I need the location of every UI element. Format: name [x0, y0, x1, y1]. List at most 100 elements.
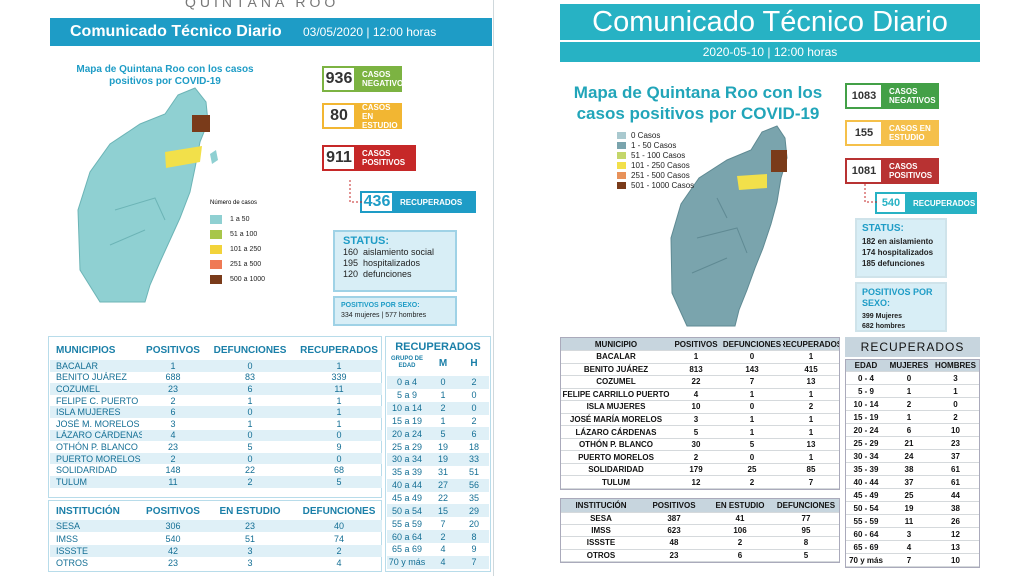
table-cell: 1 — [932, 385, 979, 398]
table-cell: 0 — [721, 401, 783, 414]
stat-box: 155 CASOS EN ESTUDIO — [845, 120, 939, 146]
table-cell: 13 — [783, 376, 839, 389]
table-cell: 35 - 39 — [846, 463, 886, 476]
table-header-cell: INSTITUCIÓN — [56, 505, 120, 517]
table-cell: 148 — [165, 465, 181, 476]
table: MUNICIPIOS POSITIVOS DEFUNCIONES RECUPERADO… — [50, 340, 382, 488]
table-cell: 25 — [721, 464, 783, 477]
right-report: Comunicado Técnico Diario 2020-05-10 | 1… — [555, 0, 990, 576]
legend-swatch — [210, 260, 222, 269]
table-header-cell: EN ESTUDIO — [219, 505, 281, 517]
table-cell: 0 — [886, 372, 932, 385]
table-header-cell: DEFUNCIONES — [302, 505, 376, 517]
table-cell: 1 — [440, 390, 446, 401]
sex-text: 334 mujeres | 577 hombres — [341, 312, 427, 319]
legend-label: 0 Casos — [631, 130, 661, 140]
sex-item: 399 Mujeres — [862, 313, 903, 320]
table-cell: 11 — [142, 475, 204, 488]
table-cell: 2 — [427, 401, 459, 415]
stat-value: 1081 — [845, 158, 883, 184]
table-cell: 15 — [427, 504, 459, 518]
table-cell: 4 — [142, 429, 204, 442]
legend-item: 51 a 100 — [210, 227, 290, 242]
table-cell: 23 — [167, 441, 178, 452]
table-cell: 70 y más — [387, 555, 427, 569]
header-title: Comunicado Técnico Diario — [70, 23, 282, 40]
table-header-cell: POSITIVOS — [146, 505, 200, 517]
table-cell: 0 — [204, 360, 296, 372]
table-cell: 4 — [886, 541, 932, 554]
table-cell: 30 a 34 — [387, 453, 427, 466]
stat-label: CASOS POSITIVOS — [356, 145, 416, 171]
table-cell: 4 — [427, 555, 459, 569]
stat-value: 1083 — [845, 83, 883, 109]
table-cell: 6 — [142, 406, 204, 418]
table-cell: 3 — [170, 418, 176, 429]
table-cell: 29 — [459, 504, 489, 518]
table-cell: 4 — [440, 544, 446, 555]
table-cell: 0 — [204, 429, 296, 442]
table-cell: ISLA MUJERES — [561, 401, 671, 414]
legend-swatch — [617, 131, 626, 139]
table-cell: COZUMEL — [50, 383, 142, 395]
table-cell: 19 — [886, 502, 932, 515]
table-cell: 55 a 59 — [391, 518, 423, 529]
table-cell: 74 — [333, 533, 344, 544]
status-item: 185 defunciones — [862, 259, 925, 268]
table-cell: 12 — [932, 528, 979, 541]
table-cell: 2 — [459, 376, 489, 389]
table-cell: 5 a 9 — [396, 390, 418, 401]
table-cell: ISSSTE — [50, 544, 142, 558]
table-cell: 0 — [204, 406, 296, 418]
table-cell: 688 — [165, 372, 181, 383]
table-cell: 540 — [165, 533, 181, 544]
table-header-cell: DEFUNCIONES — [721, 338, 783, 351]
table-cell: 0 — [932, 398, 979, 411]
table-cell: 5 — [671, 426, 721, 439]
stat-label: CASOS POSITIVOS — [883, 158, 939, 184]
legend-item: 501 - 1000 Casos — [617, 180, 717, 190]
table-cell: 30 — [671, 439, 721, 452]
map-title: Mapa de Quintana Roo con los casos posit… — [76, 64, 254, 87]
table-cell: 339 — [331, 372, 347, 383]
table-cell: 2 — [296, 544, 382, 558]
table-cell: 3 — [932, 372, 979, 385]
stat-value: 80 — [322, 103, 356, 129]
table-cell: 42 — [142, 544, 204, 558]
table-cell: 48 — [641, 537, 707, 550]
legend-label: 251 a 500 — [230, 261, 262, 268]
header-date: 2020-05-10 | 12:00 horas — [560, 42, 980, 62]
table-cell: 5 - 9 — [846, 385, 886, 398]
legend-title: Número de casos — [210, 200, 258, 206]
table-cell: BACALAR — [561, 351, 671, 364]
table-cell: 30 - 34 — [846, 450, 886, 463]
table-cell: 19 — [427, 453, 459, 466]
legend-label: 51 - 100 Casos — [631, 150, 686, 160]
table-cell: 6 — [886, 424, 932, 437]
table-cell: 1 — [783, 426, 839, 439]
table-cell: 24 — [886, 450, 932, 463]
table-header-cell: RECUPERADOS — [300, 344, 378, 356]
table-cell: 2 — [671, 451, 721, 464]
legend-label: 1 a 50 — [230, 216, 250, 223]
legend-swatch — [617, 141, 626, 149]
table-cell: 7 — [721, 376, 783, 389]
legend-item: 251 a 500 — [210, 257, 290, 272]
stat-label: RECUPERADOS — [907, 192, 977, 214]
table: INSTITUCIÓN POSITIVOS EN ESTUDIO DEFUNCIONE… — [560, 498, 840, 563]
table-cell: 4 — [671, 389, 721, 402]
status-item: 160 aislamiento social — [343, 247, 435, 257]
table-cell: OTROS — [56, 558, 89, 569]
table-cell: 0 - 4 — [846, 372, 886, 385]
table-cell: 2 — [783, 401, 839, 414]
table-cell: JOSÉ M. MORELOS — [56, 418, 140, 429]
status-items: 182 en aislamiento 174 hospitalizados 185 … — [862, 236, 940, 269]
table-cell: 0 — [721, 351, 783, 364]
table-header-cell: RECUPERADOS — [783, 338, 839, 351]
table-cell: OTROS — [561, 550, 641, 562]
table-cell: 2 — [427, 530, 459, 543]
table-cell: 31 — [437, 467, 448, 478]
table-cell: 6 — [459, 427, 489, 441]
legend-label: 101 - 250 Casos — [631, 160, 690, 170]
table-cell: 106 — [707, 525, 773, 538]
